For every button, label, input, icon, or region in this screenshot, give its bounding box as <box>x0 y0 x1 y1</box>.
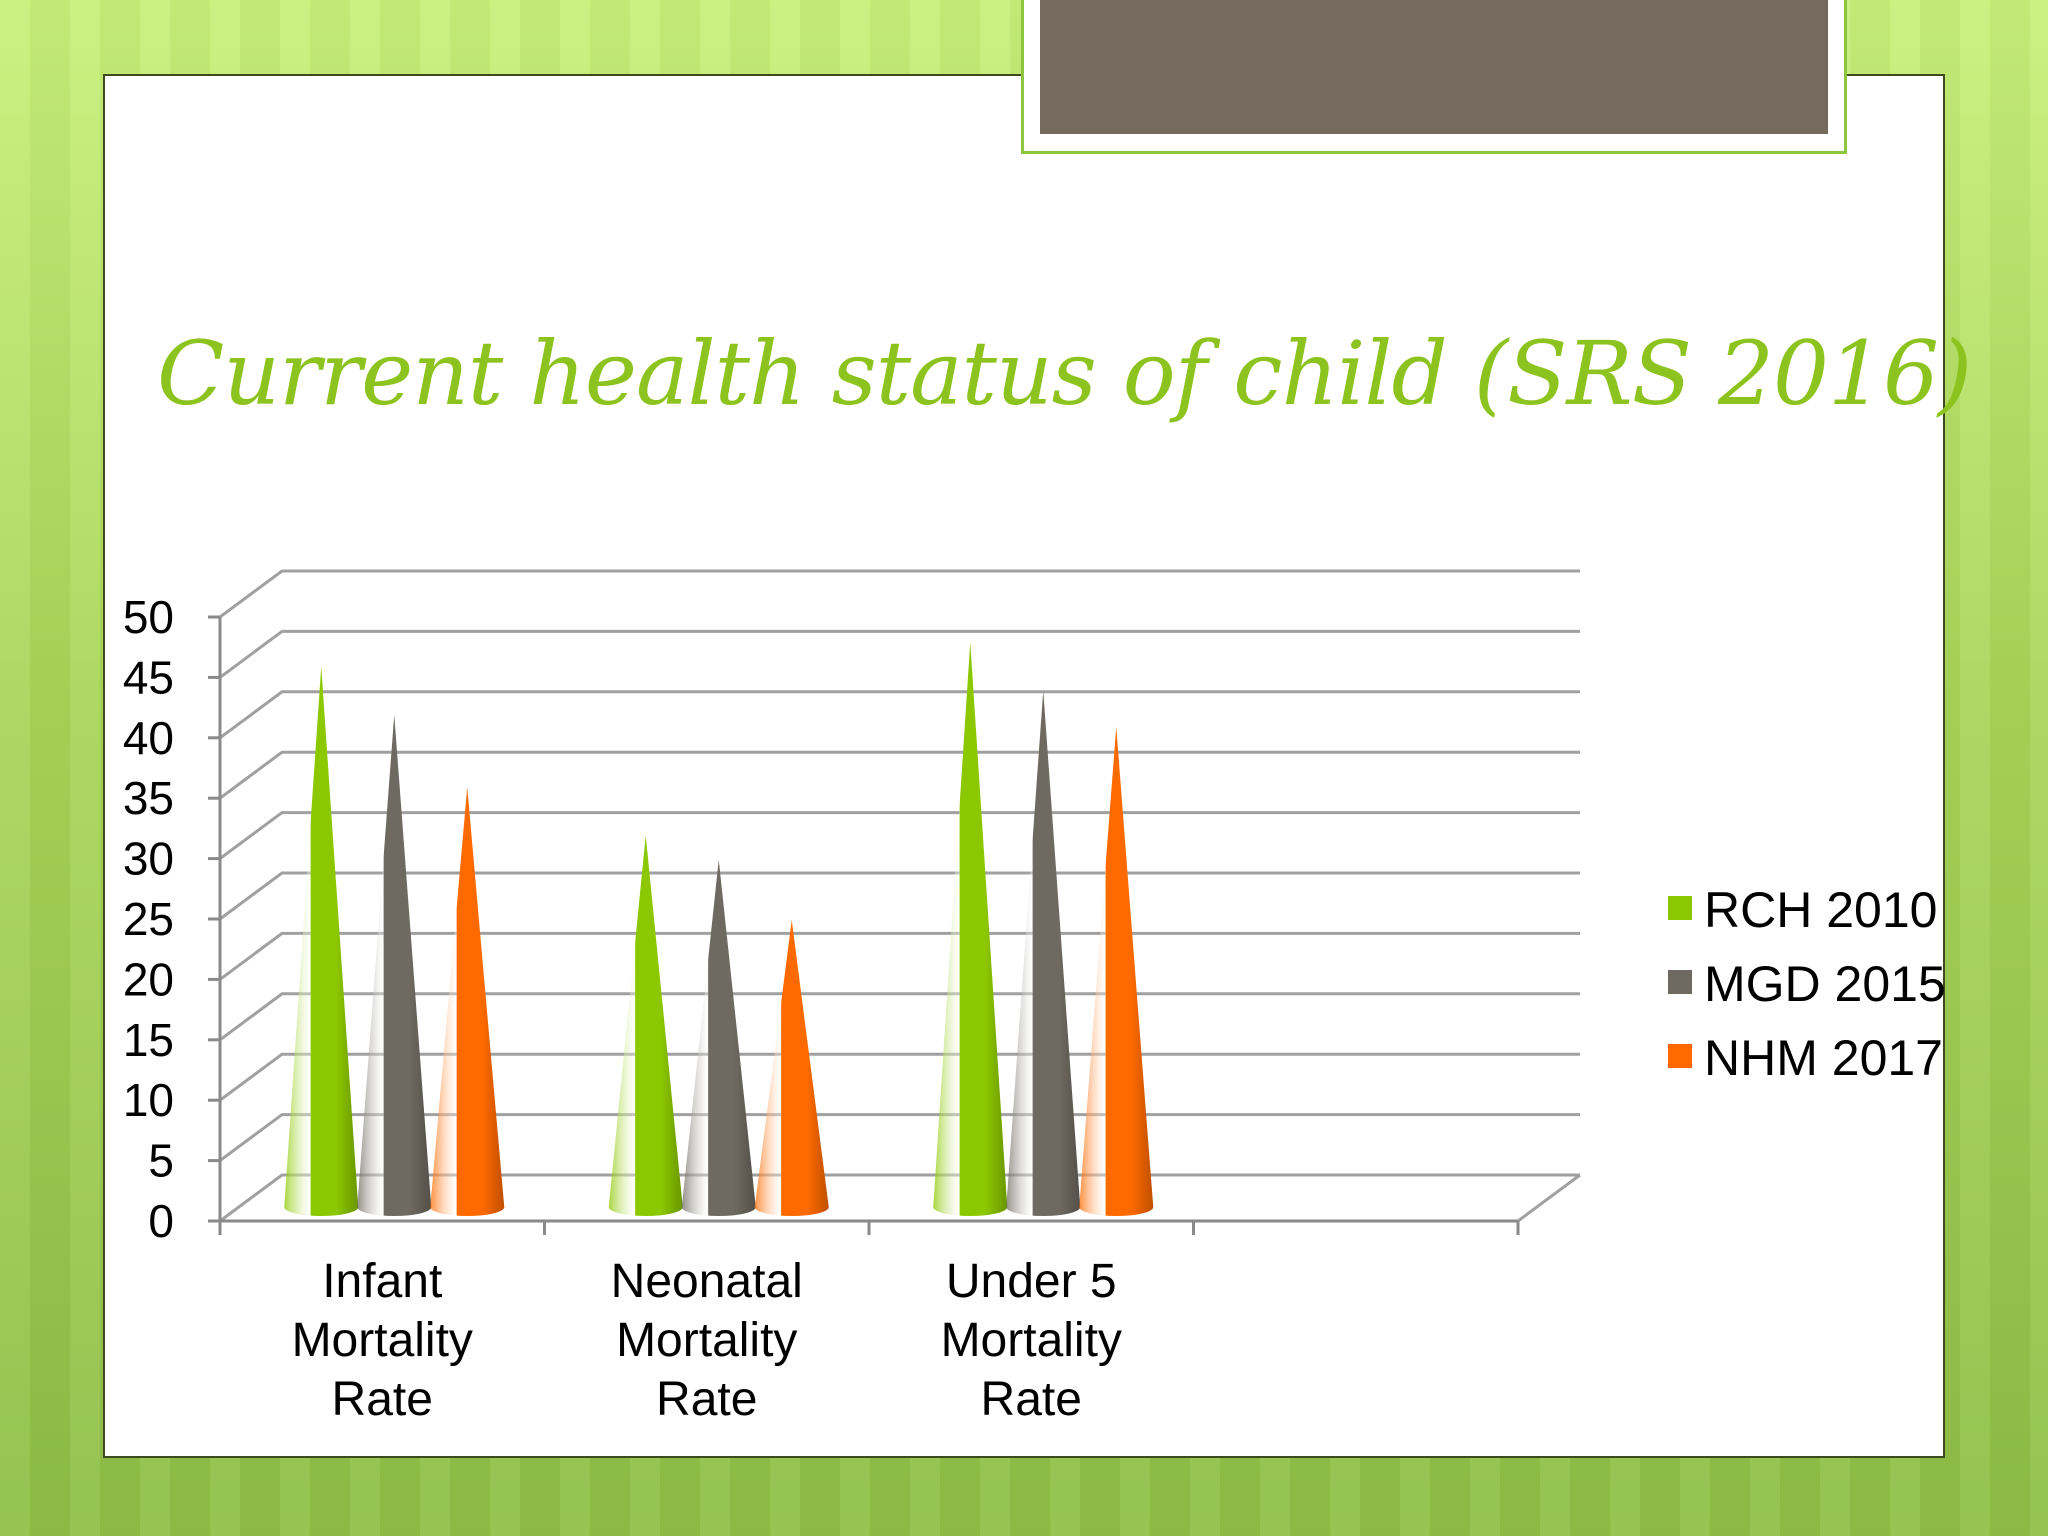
y-tick-label: 25 <box>123 893 174 945</box>
y-tick-label: 10 <box>123 1074 174 1126</box>
chart-legend: RCH 2010 MGD 2015 NHM 2017 <box>1668 882 1946 1086</box>
legend-label: RCH 2010 <box>1704 882 1937 938</box>
cone-bar <box>284 666 359 1216</box>
y-tick-label: 30 <box>123 833 174 885</box>
gridline <box>219 992 1580 1042</box>
legend-swatch <box>1668 1044 1692 1068</box>
cone-bar <box>357 714 432 1216</box>
cone-bar <box>681 859 756 1216</box>
legend-label: MGD 2015 <box>1704 956 1946 1012</box>
gridline <box>219 1113 1580 1162</box>
y-tick-label: 0 <box>148 1195 174 1247</box>
floor-edge <box>1517 1173 1581 1223</box>
legend-label: NHM 2017 <box>1704 1030 1943 1086</box>
cone-bar <box>1079 726 1154 1216</box>
title-tab-block <box>1040 0 1828 134</box>
y-tick-label: 15 <box>123 1014 174 1066</box>
cone-bar <box>754 920 829 1216</box>
gridline <box>219 811 1580 860</box>
y-tick-label: 20 <box>123 953 174 1005</box>
y-tick-label: 5 <box>148 1135 174 1187</box>
cone-bar <box>430 787 505 1216</box>
x-category-label: Under 5 Mortality Rate <box>941 1255 1122 1426</box>
y-axis: 0 5 10 15 20 25 30 35 40 45 50 <box>123 591 222 1247</box>
x-axis: Infant Mortality Rate Neonatal Mortality Rate… <box>218 1219 1520 1426</box>
chart-marks <box>284 642 1154 1216</box>
cone-bar <box>608 835 683 1216</box>
x-category-label: Neonatal Mortality Rate <box>611 1255 803 1426</box>
gridline <box>219 569 1580 619</box>
gridline <box>219 690 1580 740</box>
y-tick-label: 50 <box>123 591 174 643</box>
y-tick-label: 45 <box>123 651 174 703</box>
gridline <box>219 629 1580 679</box>
legend-swatch <box>1668 896 1692 920</box>
gridline <box>219 1052 1580 1102</box>
gridline <box>219 931 1580 981</box>
legend-swatch <box>1668 970 1692 994</box>
gridline <box>219 871 1580 921</box>
cone-bar <box>1006 690 1081 1216</box>
slide-panel <box>103 74 1945 1458</box>
cone-bar <box>933 642 1008 1216</box>
y-tick-label: 35 <box>123 772 174 824</box>
gridline <box>219 750 1580 800</box>
x-category-label: Infant Mortality Rate <box>292 1255 473 1426</box>
y-tick-label: 40 <box>123 712 174 764</box>
